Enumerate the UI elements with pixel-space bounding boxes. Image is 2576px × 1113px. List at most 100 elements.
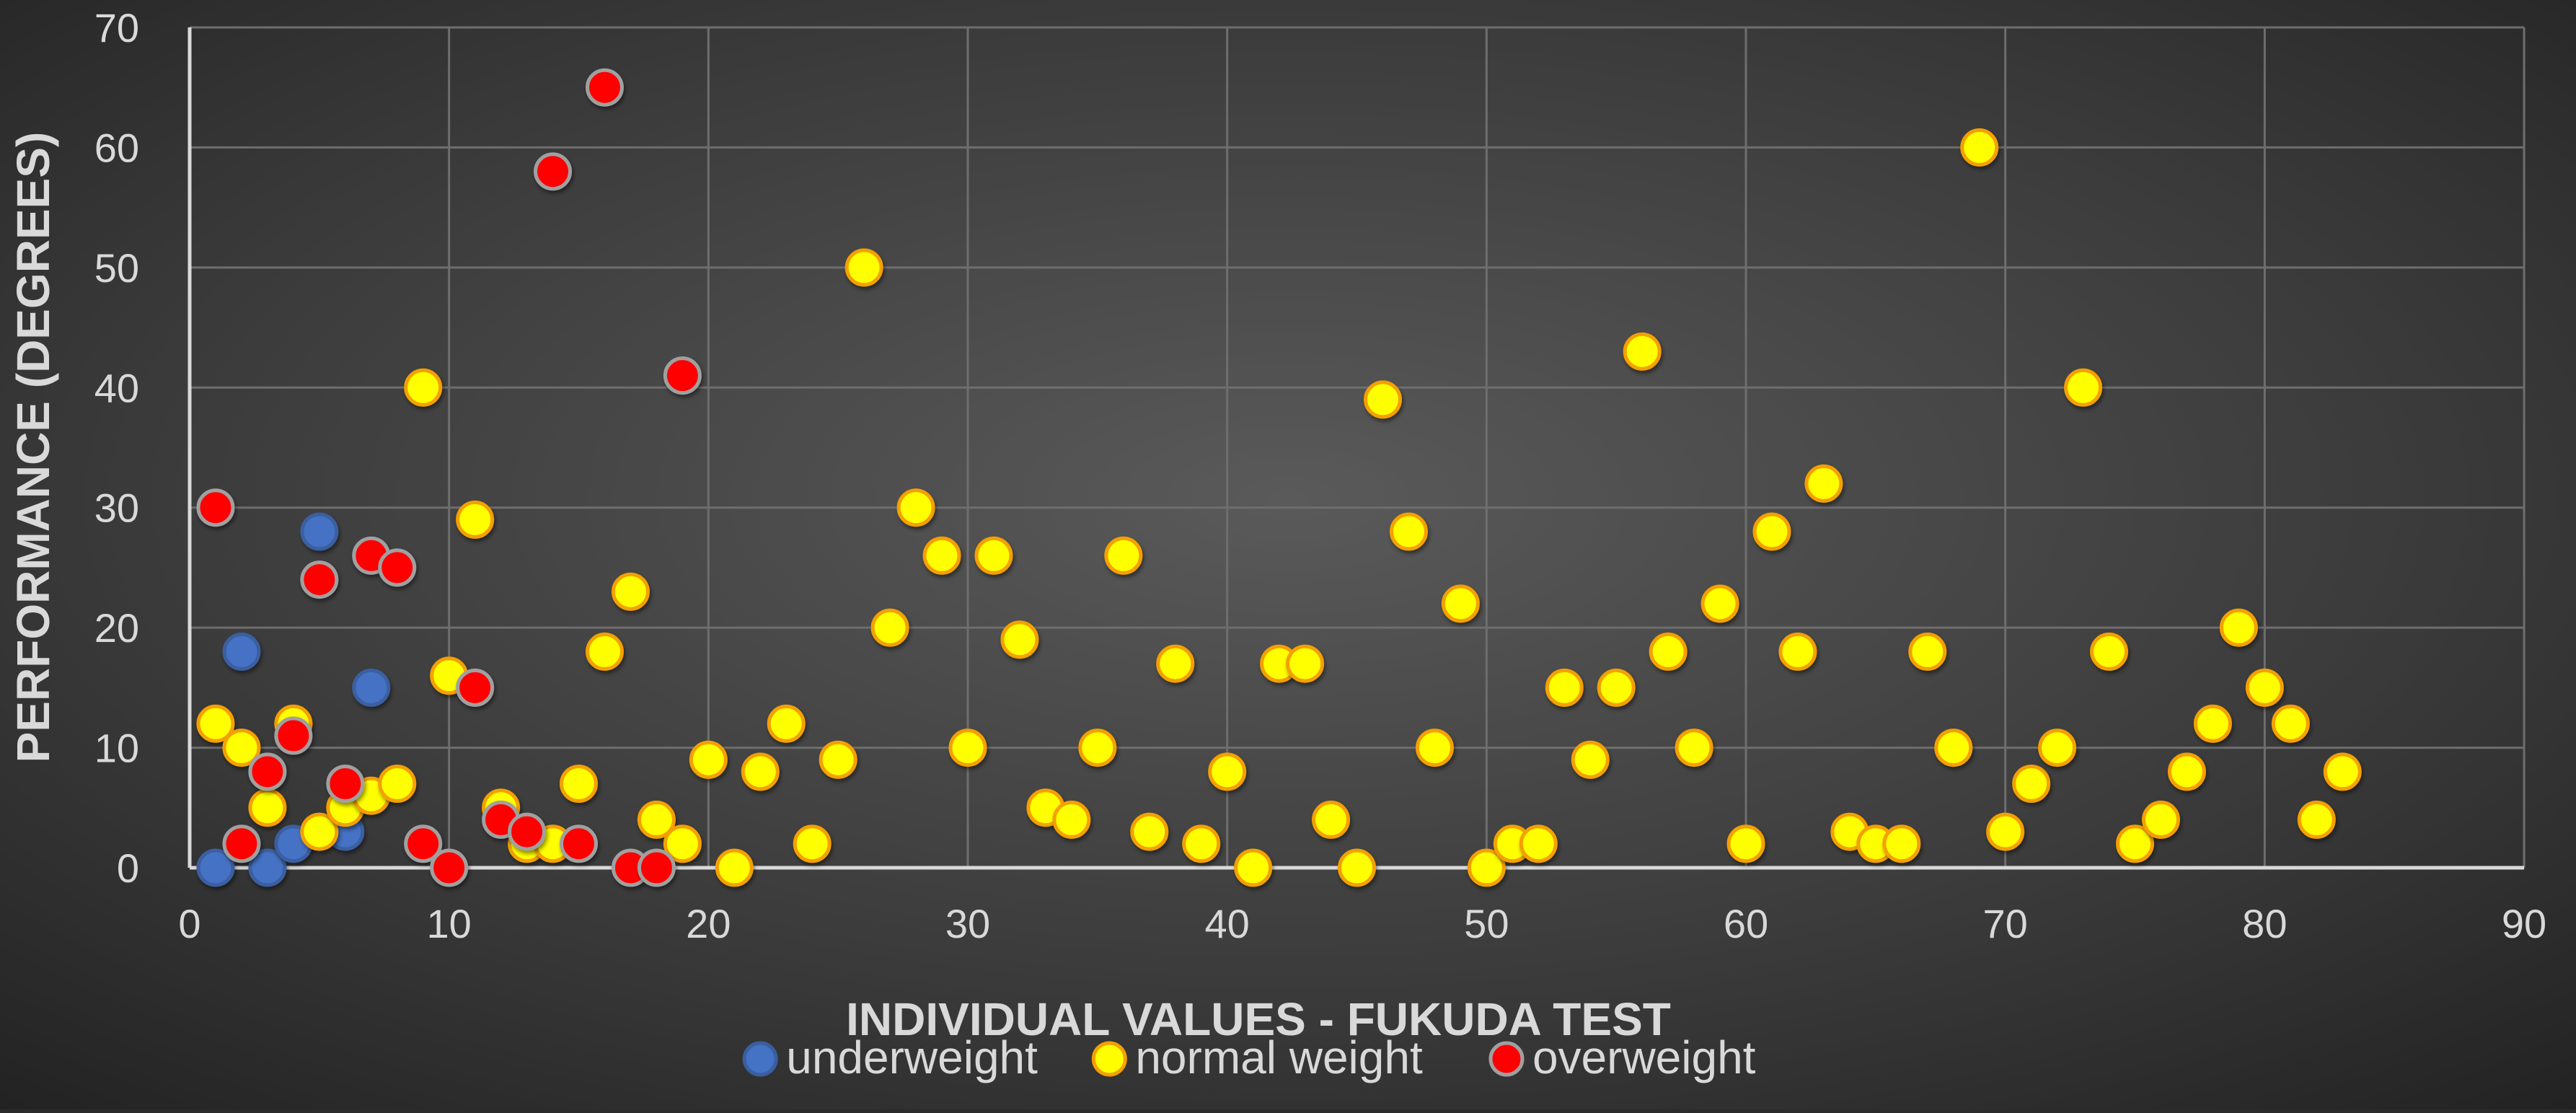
data-point <box>1338 848 1376 887</box>
data-point <box>1000 620 1039 659</box>
data-point <box>1675 729 1713 767</box>
data-point <box>1130 812 1169 851</box>
data-point <box>1701 584 1739 623</box>
data-point <box>1778 632 1817 671</box>
x-tick-label: 0 <box>178 901 200 946</box>
data-point <box>222 632 261 671</box>
y-tick-label: 20 <box>94 605 139 651</box>
data-point <box>767 704 806 743</box>
y-tick-label: 50 <box>94 245 139 291</box>
data-point <box>196 848 235 887</box>
data-point <box>222 729 261 767</box>
data-point <box>1908 632 1947 671</box>
data-point <box>352 668 391 707</box>
y-tick-label: 0 <box>117 845 139 891</box>
data-point <box>1052 800 1091 839</box>
data-point <box>300 812 339 851</box>
y-tick-label: 10 <box>94 726 139 771</box>
data-point <box>1389 512 1428 551</box>
x-tick-label: 40 <box>1205 901 1250 946</box>
data-point <box>1104 536 1143 575</box>
x-tick-label: 60 <box>1724 901 1768 946</box>
data-point <box>1597 668 1636 707</box>
data-point <box>456 500 495 539</box>
data-point <box>2219 608 2258 647</box>
data-point <box>2245 668 2284 707</box>
data-point <box>2012 765 2051 803</box>
data-point <box>1934 729 1973 767</box>
data-point <box>2297 800 2336 839</box>
series-overweight <box>196 68 702 887</box>
data-point <box>274 716 313 755</box>
data-point <box>404 368 443 407</box>
data-point <box>1182 824 1221 863</box>
data-points <box>196 68 2362 887</box>
legend-label: normal weight <box>1135 1031 1423 1083</box>
data-point <box>196 488 235 527</box>
series-normal-weight <box>196 128 2362 887</box>
data-point <box>560 765 598 803</box>
data-point <box>948 729 987 767</box>
data-point <box>1545 668 1584 707</box>
data-point <box>793 824 832 863</box>
y-axis-title: PERFORMANCE (DEGREES) <box>7 132 59 763</box>
x-tick-label: 10 <box>427 901 472 946</box>
data-point <box>378 548 417 587</box>
data-point <box>2064 368 2103 407</box>
data-point <box>637 848 676 887</box>
legend-item: overweight <box>1488 1031 1756 1083</box>
y-tick-label: 30 <box>94 485 139 531</box>
data-point <box>1986 812 2025 851</box>
data-point <box>1467 848 1506 887</box>
y-tick-label: 60 <box>94 125 139 170</box>
x-tick-label: 50 <box>1464 901 1509 946</box>
data-point <box>1078 729 1117 767</box>
y-tick-label: 40 <box>94 365 139 410</box>
data-point <box>2167 752 2206 791</box>
data-point <box>1882 824 1921 863</box>
data-point <box>1156 644 1195 683</box>
legend-item: normal weight <box>1091 1031 1423 1083</box>
data-point <box>637 800 676 839</box>
data-point <box>300 560 339 599</box>
data-point <box>1234 848 1273 887</box>
data-point <box>2323 752 2362 791</box>
data-point <box>1519 824 1558 863</box>
data-point <box>508 812 547 851</box>
x-tick-label: 80 <box>2242 901 2287 946</box>
data-point <box>2116 824 2154 863</box>
data-point <box>1286 644 1325 683</box>
data-point <box>1649 632 1688 671</box>
data-point <box>1571 740 1610 779</box>
data-point <box>2141 800 2180 839</box>
data-point <box>844 248 883 287</box>
grid <box>190 26 2526 868</box>
data-point <box>378 765 417 803</box>
data-point <box>1960 128 1999 167</box>
data-point <box>534 152 573 191</box>
data-point <box>689 740 728 779</box>
legend-label: overweight <box>1532 1031 1756 1083</box>
data-point <box>2090 632 2129 671</box>
y-tick-label: 70 <box>94 5 139 50</box>
data-point <box>1208 752 1247 791</box>
data-point <box>404 824 443 863</box>
data-point <box>1726 824 1765 863</box>
data-point <box>1804 464 1843 503</box>
data-point <box>2271 704 2310 743</box>
data-point <box>456 668 495 707</box>
x-axis-title: INDIVIDUAL VALUES - FUKUDA TEST <box>846 993 1671 1045</box>
legend-item: underweight <box>742 1031 1038 1083</box>
x-tick-label: 70 <box>1983 901 2028 946</box>
data-point <box>222 824 261 863</box>
data-point <box>819 740 857 779</box>
data-point <box>430 848 469 887</box>
legend-label: underweight <box>786 1031 1038 1083</box>
legend-marker <box>742 1041 778 1077</box>
data-point <box>1363 380 1402 419</box>
data-point <box>248 788 287 827</box>
data-point <box>326 765 365 803</box>
